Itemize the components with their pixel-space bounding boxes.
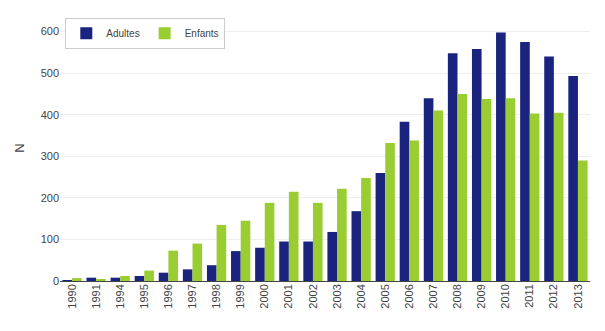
svg-text:Enfants: Enfants — [185, 28, 219, 39]
svg-text:1995: 1995 — [138, 284, 150, 308]
svg-text:1999: 1999 — [234, 284, 246, 308]
svg-text:1991: 1991 — [90, 284, 102, 308]
svg-text:2006: 2006 — [403, 284, 415, 308]
svg-text:2004: 2004 — [355, 284, 367, 308]
svg-text:2011: 2011 — [523, 284, 535, 308]
svg-text:2010: 2010 — [499, 284, 511, 308]
svg-text:Adultes: Adultes — [106, 28, 139, 39]
svg-text:2003: 2003 — [331, 284, 343, 308]
svg-text:2012: 2012 — [547, 284, 559, 308]
svg-text:2013: 2013 — [572, 284, 584, 308]
svg-text:1997: 1997 — [186, 284, 198, 308]
svg-text:1994: 1994 — [114, 284, 126, 308]
svg-text:N: N — [12, 143, 27, 152]
svg-text:2001: 2001 — [282, 284, 294, 308]
svg-text:500: 500 — [41, 67, 59, 79]
svg-text:2002: 2002 — [307, 284, 319, 308]
svg-text:2009: 2009 — [475, 284, 487, 308]
svg-text:600: 600 — [41, 25, 59, 37]
svg-text:2000: 2000 — [258, 284, 270, 308]
svg-text:400: 400 — [41, 109, 59, 121]
svg-text:2008: 2008 — [451, 284, 463, 308]
svg-text:2005: 2005 — [379, 284, 391, 308]
svg-text:1990: 1990 — [66, 284, 78, 308]
svg-text:0: 0 — [53, 275, 59, 287]
svg-text:2007: 2007 — [427, 284, 439, 308]
svg-text:200: 200 — [41, 192, 59, 204]
svg-text:300: 300 — [41, 150, 59, 162]
svg-text:1998: 1998 — [210, 284, 222, 308]
svg-text:1996: 1996 — [162, 284, 174, 308]
svg-text:100: 100 — [41, 233, 59, 245]
